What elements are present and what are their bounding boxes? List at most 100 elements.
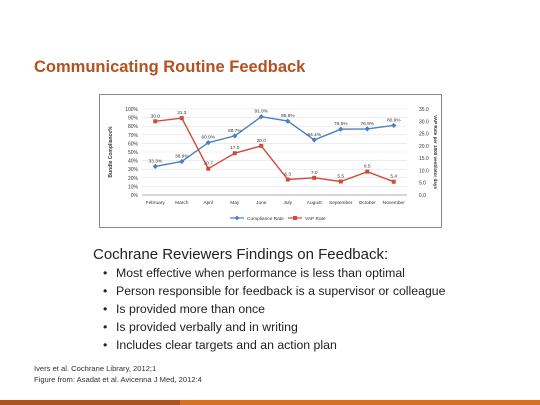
data-label: 76.9% — [360, 121, 374, 127]
data-label: 76.5% — [334, 121, 348, 127]
x-tick-label: March — [175, 200, 189, 206]
x-tick-label: July — [283, 200, 292, 206]
data-label: 31.3 — [177, 110, 187, 116]
finding-text: Is provided more than once — [116, 302, 266, 316]
data-label: 60.9% — [201, 135, 215, 141]
bullet-icon: • — [103, 338, 108, 352]
y-tick-label-right: 5.0 — [419, 181, 426, 187]
finding-item: • Is provided more than once — [103, 300, 445, 318]
data-label: 38.9% — [175, 154, 189, 160]
compliance-vap-chart: 0% 10% 20% 30% 40% 50% 60% 70% 80% 90% 100% 0.0 5.0 1… — [108, 107, 438, 222]
data-point-compliance — [285, 118, 291, 124]
data-label: 33.3% — [148, 158, 162, 164]
data-point-vap — [232, 151, 237, 156]
data-point-vap — [312, 175, 317, 180]
data-label: 68.7% — [228, 128, 242, 134]
bullet-icon: • — [103, 320, 108, 334]
x-tick-label: May — [230, 200, 240, 206]
data-label: 10.7 — [204, 161, 214, 167]
x-tick-label: February — [146, 200, 166, 206]
data-point-compliance — [205, 140, 211, 146]
bullet-icon: • — [103, 266, 108, 280]
legend-label: Compliance Rate — [247, 216, 284, 222]
y-tick-label-left: 90% — [128, 116, 139, 122]
data-point-compliance — [232, 133, 238, 139]
data-label: 91.0% — [254, 109, 268, 115]
data-point-vap — [259, 143, 264, 148]
data-label: 5.5 — [337, 173, 344, 179]
x-tick-label: April — [203, 200, 213, 206]
data-point-vap — [206, 166, 211, 171]
y-tick-label-right: 30.0 — [419, 119, 429, 125]
data-label: 9.5 — [364, 164, 371, 170]
data-point-vap — [338, 179, 343, 184]
data-point-compliance — [364, 126, 370, 132]
data-point-compliance — [152, 163, 158, 169]
y-tick-label-left: 50% — [128, 150, 139, 156]
y-tick-label-left: 100% — [125, 107, 138, 113]
data-point-vap — [365, 169, 370, 174]
y-tick-label-right: 25.0 — [419, 132, 429, 138]
findings-heading: Cochrane Reviewers Findings on Feedback: — [93, 246, 389, 263]
y-tick-label-left: 30% — [128, 167, 139, 173]
y-axis-title-right: VAP Rate per 1000 ventilator days — [433, 115, 438, 189]
data-label: 64.1% — [307, 132, 321, 138]
data-point-vap — [391, 179, 396, 184]
chart-frame: 0% 10% 20% 30% 40% 50% 60% 70% 80% 90% 100% 0.0 5.0 1… — [99, 94, 442, 228]
x-tick-label: September — [329, 200, 353, 206]
series-line-1 — [155, 115, 394, 168]
data-label: 30.0 — [151, 113, 161, 119]
y-tick-label-right: 20.0 — [419, 144, 429, 150]
finding-item: • Is provided verbally and in writing — [103, 318, 445, 336]
series-line-2 — [155, 117, 395, 183]
data-point-vap — [179, 116, 184, 121]
citation-line: Ivers et al. Cochrane Library, 2012;1 — [34, 364, 157, 373]
finding-text: Includes clear targets and an action pla… — [116, 338, 337, 352]
legend-label: VAP Rate — [305, 216, 326, 222]
footer-accent-bar-dark — [0, 400, 180, 405]
citation-block: Ivers et al. Cochrane Library, 2012;1 Fi… — [34, 363, 202, 385]
data-point-compliance — [338, 126, 344, 132]
x-tick-label: October — [359, 200, 376, 206]
data-point-compliance — [258, 114, 264, 120]
finding-text: Is provided verbally and in writing — [116, 320, 298, 334]
data-label: 7.0 — [311, 170, 318, 176]
data-label: 20.0 — [257, 138, 267, 144]
y-tick-label-right: 10.0 — [419, 168, 429, 174]
x-tick-label: November — [383, 200, 406, 206]
slide-title: Communicating Routine Feedback — [34, 58, 306, 76]
bullet-icon: • — [103, 284, 108, 298]
x-tick-label: June — [256, 200, 267, 206]
finding-text: Most effective when performance is less … — [116, 266, 405, 280]
legend-swatch-marker — [234, 215, 240, 221]
citation-line: Figure from: Asadat et al. Avicenna J Me… — [34, 375, 202, 384]
data-point-compliance — [179, 158, 185, 165]
data-point-compliance — [311, 137, 317, 143]
x-tick-label: August — [307, 200, 323, 206]
data-label: 17.0 — [230, 145, 240, 151]
y-tick-label-left: 40% — [128, 159, 139, 165]
y-tick-label-left: 10% — [128, 184, 139, 190]
y-tick-label-right: 0.0 — [419, 193, 426, 199]
bullet-icon: • — [103, 302, 108, 316]
data-point-compliance — [391, 122, 397, 129]
data-label: 5.4 — [390, 174, 397, 180]
y-tick-label-right: 15.0 — [419, 156, 429, 162]
y-tick-label-left: 80% — [128, 124, 139, 130]
data-point-vap — [285, 177, 290, 182]
finding-item: • Includes clear targets and an action pl… — [103, 336, 445, 354]
finding-item: • Most effective when performance is less… — [103, 264, 445, 282]
data-label: 85.9% — [281, 113, 295, 119]
findings-list: • Most effective when performance is less… — [103, 264, 446, 354]
finding-text: Person responsible for feedback is a sup… — [116, 284, 446, 298]
y-tick-label-left: 20% — [128, 176, 139, 182]
data-label: 6.3 — [284, 172, 291, 178]
y-axis-title-left: Bundle Compliance% — [108, 126, 114, 178]
y-tick-label-left: 70% — [128, 133, 139, 139]
finding-item: • Person responsible for feedback is a su… — [103, 282, 446, 300]
data-point-vap — [153, 119, 158, 124]
y-tick-label-right: 35.0 — [419, 107, 429, 113]
y-tick-label-left: 0% — [131, 193, 139, 199]
data-label: 80.9% — [387, 117, 401, 123]
footer-accent-bar — [0, 400, 540, 405]
